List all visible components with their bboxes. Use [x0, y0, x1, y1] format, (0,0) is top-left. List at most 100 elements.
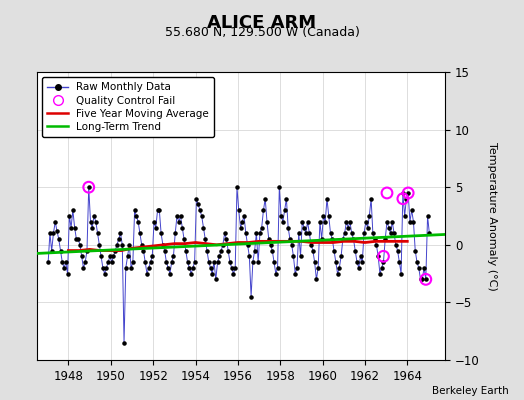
Point [102, 265, 111, 271]
Point [321, 218, 330, 225]
Point [418, 276, 427, 282]
Point [155, 207, 163, 214]
Point [245, 253, 254, 260]
Point [92, 218, 100, 225]
Point [379, 259, 388, 265]
Point [355, 265, 363, 271]
Point [134, 218, 143, 225]
Point [222, 236, 231, 242]
Point [288, 242, 296, 248]
Point [386, 230, 395, 236]
Point [101, 270, 109, 277]
Point [341, 230, 349, 236]
Point [86, 218, 95, 225]
Point [157, 230, 165, 236]
Point [154, 207, 162, 214]
Point [318, 236, 326, 242]
Point [250, 247, 259, 254]
Point [54, 236, 63, 242]
Point [166, 270, 174, 277]
Point [49, 230, 58, 236]
Point [353, 259, 361, 265]
Point [351, 247, 359, 254]
Point [160, 247, 169, 254]
Point [178, 224, 187, 231]
Point [90, 213, 98, 219]
Point [217, 247, 225, 254]
Text: Berkeley Earth: Berkeley Earth [432, 386, 508, 396]
Point [414, 265, 423, 271]
Point [347, 230, 356, 236]
Point [238, 218, 246, 225]
Point [180, 236, 188, 242]
Point [95, 242, 104, 248]
Point [210, 259, 218, 265]
Point [330, 247, 339, 254]
Point [129, 259, 137, 265]
Point [146, 259, 155, 265]
Point [337, 253, 345, 260]
Point [132, 213, 140, 219]
Point [399, 190, 407, 196]
Point [198, 213, 206, 219]
Point [74, 236, 82, 242]
Point [168, 259, 176, 265]
Point [369, 230, 377, 236]
Point [70, 224, 79, 231]
Point [60, 265, 68, 271]
Point [51, 218, 59, 225]
Point [79, 265, 88, 271]
Point [169, 253, 178, 260]
Point [261, 196, 269, 202]
Point [97, 253, 105, 260]
Point [356, 253, 365, 260]
Point [84, 184, 93, 190]
Point [44, 259, 52, 265]
Point [201, 236, 210, 242]
Point [289, 253, 298, 260]
Point [83, 247, 91, 254]
Point [189, 265, 197, 271]
Point [422, 276, 430, 282]
Point [284, 224, 292, 231]
Point [377, 265, 386, 271]
Point [173, 213, 181, 219]
Point [99, 265, 107, 271]
Point [406, 218, 414, 225]
Point [413, 259, 421, 265]
Point [118, 242, 126, 248]
Point [344, 224, 352, 231]
Text: ALICE ARM: ALICE ARM [208, 14, 316, 32]
Point [148, 253, 157, 260]
Point [185, 265, 193, 271]
Point [370, 236, 379, 242]
Point [104, 259, 112, 265]
Point [88, 224, 96, 231]
Legend: Raw Monthly Data, Quality Control Fail, Five Year Moving Average, Long-Term Tren: Raw Monthly Data, Quality Control Fail, … [42, 77, 214, 137]
Point [76, 242, 84, 248]
Point [150, 218, 158, 225]
Point [62, 259, 70, 265]
Point [206, 265, 215, 271]
Point [293, 265, 301, 271]
Point [383, 218, 391, 225]
Point [307, 242, 315, 248]
Point [224, 247, 232, 254]
Point [257, 224, 266, 231]
Point [372, 242, 380, 248]
Point [219, 242, 227, 248]
Point [113, 242, 121, 248]
Point [182, 247, 190, 254]
Point [385, 224, 393, 231]
Point [324, 213, 333, 219]
Point [171, 230, 179, 236]
Point [72, 236, 81, 242]
Point [309, 247, 317, 254]
Point [256, 230, 264, 236]
Point [93, 230, 102, 236]
Point [265, 236, 273, 242]
Point [56, 247, 64, 254]
Point [196, 207, 204, 214]
Point [358, 259, 366, 265]
Point [296, 253, 304, 260]
